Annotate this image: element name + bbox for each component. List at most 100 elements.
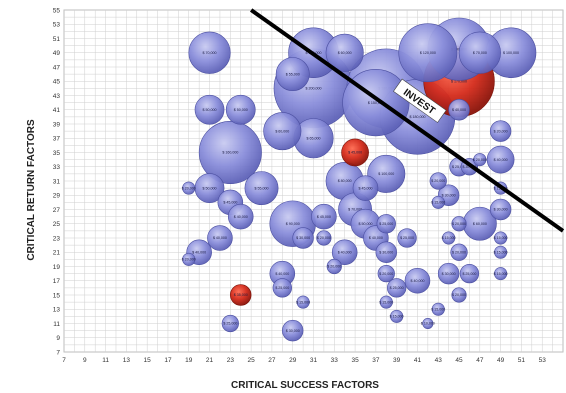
invest-label-box — [393, 78, 447, 123]
y-tick-label: 23 — [53, 235, 61, 242]
bubble — [451, 216, 467, 232]
bubble — [182, 181, 196, 195]
bubble-label: $ 60,000 — [473, 222, 487, 226]
x-tick-label: 49 — [497, 357, 505, 364]
y-tick-label: 25 — [53, 221, 61, 228]
bubble — [198, 121, 262, 184]
bubble — [325, 33, 364, 72]
bubble — [376, 214, 396, 234]
bubble-label: $ 15,000 — [431, 307, 445, 311]
bubble — [387, 278, 407, 298]
bubble — [422, 318, 434, 329]
bubble-label: $ 15,000 — [379, 300, 393, 304]
bubble-label: $ 30,000 — [296, 236, 310, 240]
x-tick-label: 41 — [414, 357, 422, 364]
bubble-label: $ 30,000 — [442, 272, 456, 276]
bubble-label: $ 20,000 — [182, 258, 196, 262]
x-tick-label: 7 — [62, 357, 66, 364]
x-tick-label: 17 — [164, 357, 172, 364]
bubble-label: $ 100,000 — [378, 172, 394, 176]
x-tick-label: 27 — [268, 357, 276, 364]
bubble — [486, 145, 515, 174]
bubble — [227, 203, 254, 230]
bubble-label: $ 20,000 — [494, 129, 508, 133]
bubble-label: $ 15,000 — [390, 315, 404, 319]
bubble-label: $ 40,000 — [275, 272, 289, 276]
bubble — [451, 287, 467, 303]
y-tick-label: 7 — [56, 349, 60, 356]
bubble-label: $ 15,000 — [442, 236, 456, 240]
y-tick-label: 13 — [53, 307, 61, 314]
bubble — [397, 228, 417, 248]
bubble-label: $ 25,000 — [275, 286, 289, 290]
x-tick-label: 11 — [102, 357, 109, 364]
y-tick-label: 53 — [53, 22, 61, 29]
bubble — [489, 120, 512, 142]
bubble — [494, 245, 508, 259]
bubble-label: $ 15,000 — [494, 250, 508, 254]
y-tick-label: 27 — [53, 207, 61, 214]
x-axis-title: CRITICAL SUCCESS FACTORS — [231, 380, 379, 391]
bubble-label: $ 70,000 — [473, 51, 487, 55]
bubble — [489, 198, 512, 221]
bubble-label: $ 40,000 — [452, 108, 466, 112]
bubble — [296, 295, 310, 309]
bubble-label: $ 45,000 — [223, 201, 237, 205]
y-tick-label: 19 — [53, 264, 61, 271]
bubble — [431, 302, 445, 316]
bubble-label: $ 40,000 — [369, 236, 383, 240]
bubble — [272, 278, 292, 298]
bubble-label: $ 170,000 — [451, 79, 467, 83]
x-tick-label: 39 — [393, 357, 401, 364]
bubble-label: $ 25,000 — [379, 222, 393, 226]
y-tick-label: 11 — [53, 321, 60, 328]
bubble-label: $ 20,000 — [379, 272, 393, 276]
bubble — [275, 57, 310, 92]
bubble-label: $ 100,000 — [503, 51, 519, 55]
x-tick-label: 31 — [310, 357, 318, 364]
bubble-label: $ 30,000 — [442, 193, 456, 197]
bubble-label: $ 25,000 — [223, 322, 237, 326]
bubble-label: $ 150,000 — [368, 101, 384, 105]
bubble-label: $ 120,000 — [420, 51, 436, 55]
y-tick-label: 9 — [56, 335, 60, 342]
bubble-label: $ 40,000 — [410, 279, 424, 283]
bubble-label: $ 15,000 — [431, 201, 445, 205]
x-tick-label: 43 — [435, 357, 443, 364]
bubble-label: $ 20,000 — [431, 179, 445, 183]
bubble-label: $ 40,000 — [213, 236, 227, 240]
bubble-label: $ 30,000 — [379, 250, 393, 254]
y-tick-label: 45 — [53, 79, 61, 86]
y-tick-label: 47 — [53, 64, 61, 71]
bubble — [182, 252, 196, 266]
bubble-label: $ 65,000 — [307, 136, 321, 140]
y-tick-label: 31 — [53, 178, 61, 185]
y-tick-label: 55 — [53, 7, 61, 14]
bubble — [431, 195, 445, 209]
bubble-label: $ 50,000 — [358, 222, 372, 226]
bubble-label: $ 180,000 — [409, 115, 425, 119]
bubble — [473, 153, 487, 167]
bubble — [448, 99, 470, 121]
bubble-label: $ 25,000 — [400, 236, 414, 240]
bubble-label: $ 45,000 — [348, 151, 362, 155]
y-tick-label: 33 — [53, 164, 61, 171]
x-tick-label: 19 — [185, 357, 193, 364]
y-tick-label: 51 — [53, 36, 61, 43]
bubble-label: $ 55,000 — [255, 186, 269, 190]
x-tick-label: 29 — [289, 357, 297, 364]
bubble-label: $ 80,000 — [338, 179, 352, 183]
bubble — [442, 231, 456, 245]
bubble — [450, 243, 468, 261]
bubble-label: $ 60,000 — [275, 129, 289, 133]
x-tick-label: 45 — [455, 357, 463, 364]
bubble-label: $ 20,000 — [452, 293, 466, 297]
x-tick-label: 53 — [539, 357, 547, 364]
bubble-label: $ 25,000 — [462, 272, 476, 276]
bubble-label: $ 10,000 — [421, 322, 435, 326]
bubble-highlight — [230, 284, 252, 306]
bubble — [292, 227, 314, 249]
bubble — [375, 241, 397, 263]
bubble-label: $ 40,000 — [338, 250, 352, 254]
